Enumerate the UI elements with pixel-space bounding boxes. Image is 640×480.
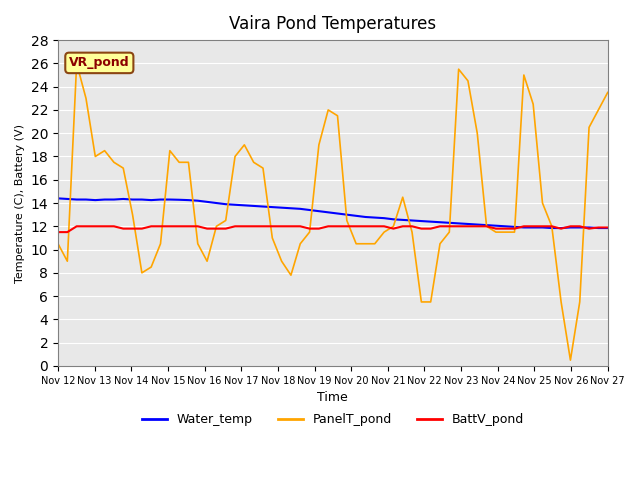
PanelT_pond (250, 159, 257, 165)
Line: PanelT_pond: PanelT_pond (58, 63, 608, 360)
PanelT_pond (566, 357, 574, 363)
BattV_pond (408, 223, 416, 229)
PanelT_pond (604, 90, 612, 96)
Water_temp (147, 197, 155, 203)
Title: Vaira Pond Temperatures: Vaira Pond Temperatures (229, 15, 436, 33)
Line: Water_temp: Water_temp (58, 198, 608, 228)
Water_temp (241, 203, 248, 208)
PanelT_pond (204, 258, 211, 264)
BattV_pond (604, 225, 612, 230)
BattV_pond (204, 226, 211, 231)
PanelT_pond (73, 60, 81, 66)
PanelT_pond (157, 241, 164, 247)
PanelT_pond (241, 142, 248, 148)
PanelT_pond (54, 241, 62, 247)
Line: BattV_pond: BattV_pond (58, 226, 608, 232)
Water_temp (399, 217, 406, 223)
Water_temp (604, 225, 612, 231)
BattV_pond (157, 223, 164, 229)
Water_temp (231, 202, 239, 208)
X-axis label: Time: Time (317, 391, 348, 404)
Water_temp (212, 200, 220, 206)
PanelT_pond (408, 229, 416, 235)
Y-axis label: Temperature (C), Battery (V): Temperature (C), Battery (V) (15, 123, 25, 283)
BattV_pond (222, 226, 230, 231)
Text: VR_pond: VR_pond (69, 57, 130, 70)
PanelT_pond (222, 217, 230, 223)
Legend: Water_temp, PanelT_pond, BattV_pond: Water_temp, PanelT_pond, BattV_pond (136, 408, 529, 432)
Water_temp (548, 225, 556, 231)
BattV_pond (250, 223, 257, 229)
BattV_pond (241, 223, 248, 229)
BattV_pond (73, 223, 81, 229)
BattV_pond (54, 229, 62, 235)
Water_temp (194, 198, 202, 204)
Water_temp (54, 195, 62, 201)
